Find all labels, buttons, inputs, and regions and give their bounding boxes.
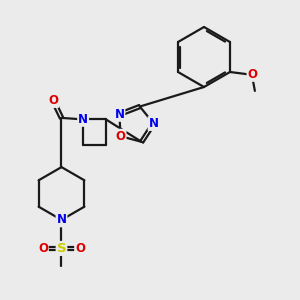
Text: O: O [75, 242, 85, 255]
Text: O: O [116, 130, 125, 143]
Text: N: N [148, 117, 159, 130]
Text: N: N [56, 213, 67, 226]
Text: O: O [48, 94, 58, 107]
Text: S: S [57, 242, 66, 255]
Text: O: O [248, 68, 257, 81]
Text: N: N [114, 108, 124, 121]
Text: O: O [38, 242, 48, 255]
Text: N: N [78, 113, 88, 126]
